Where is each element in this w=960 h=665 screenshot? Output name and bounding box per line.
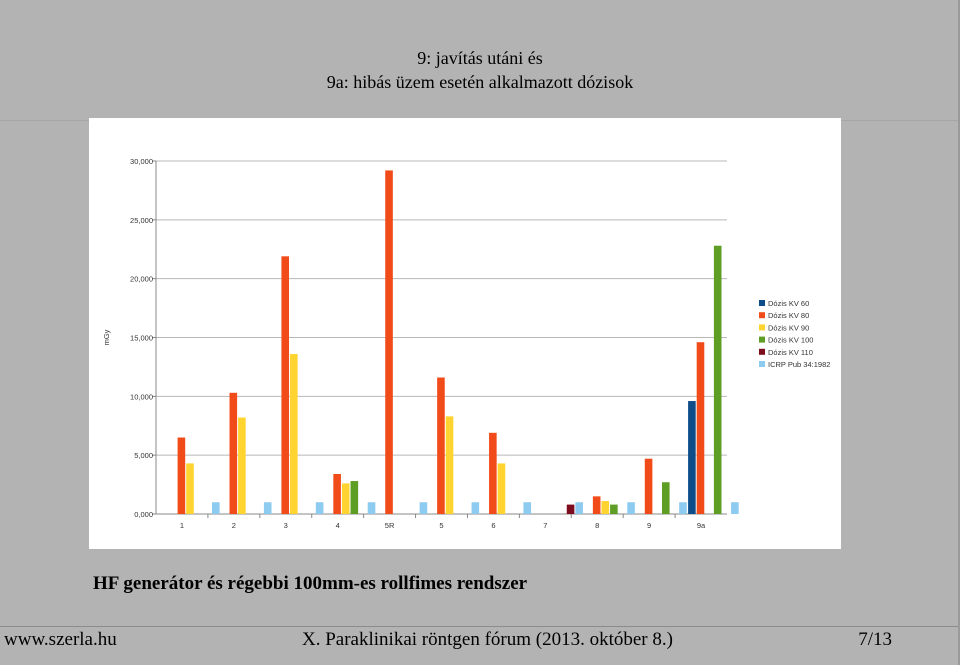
bar-d-zis-kv-80-9 (644, 458, 653, 514)
bar-d-zis-kv-90-2 (238, 417, 246, 514)
y-tick-label: 10,000 (130, 392, 153, 401)
footer-website: www.szerla.hu (4, 629, 117, 650)
bar-d-zis-kv-90-1 (186, 463, 194, 514)
bar-d-zis-kv-80-6 (489, 432, 497, 514)
bar-d-zis-kv-80-3 (281, 256, 290, 514)
x-tick-label: 8 (595, 521, 599, 530)
bar-icrp-pub-34-1982-8 (627, 502, 635, 514)
bar-d-zis-kv-100-8 (610, 504, 618, 514)
bar-icrp-pub-34-1982-9 (679, 502, 687, 514)
bar-icrp-pub-34-1982-5r (419, 502, 428, 514)
bar-icrp-pub-34-1982-2 (263, 502, 272, 514)
slide-header: 9: javítás utáni és 9a: hibás üzem eseté… (0, 0, 960, 121)
x-tick-label: 4 (336, 521, 340, 530)
bar-d-zis-kv-90-4 (341, 483, 350, 514)
bar-d-zis-kv-90-8 (601, 501, 610, 514)
bar-d-zis-kv-80-5 (437, 377, 445, 514)
bar-icrp-pub-34-1982-3 (315, 502, 324, 514)
x-tick-label: 2 (232, 521, 236, 530)
footer-event: X. Paraklinikai röntgen fórum (2013. okt… (302, 629, 673, 650)
slide-caption: HF generátor és régebbi 100mm-es rollfim… (93, 573, 528, 594)
bar-d-zis-kv-80-4 (333, 473, 341, 514)
y-tick-label: 20,000 (130, 275, 153, 284)
footer-divider (0, 626, 960, 627)
bar-d-zis-kv-80-2 (229, 392, 238, 514)
legend-label: Dózis KV 80 (768, 311, 809, 320)
x-tick-label: 1 (180, 521, 184, 530)
y-tick-label: 5,000 (134, 451, 153, 460)
x-tick-label: 3 (284, 521, 288, 530)
bar-d-zis-kv-100-9a (713, 245, 722, 514)
y-tick-label: 15,000 (130, 334, 153, 343)
bar-icrp-pub-34-1982-7 (575, 502, 583, 514)
slide-title-line2: 9a: hibás üzem esetén alkalmazott dóziso… (326, 72, 634, 92)
bar-chart: 0,000 5,000 10,000 15,000 20,000 25,000 30,000… (102, 157, 830, 530)
bar-icrp-pub-34-1982-1 (212, 502, 220, 514)
x-tick-label: 7 (543, 521, 547, 530)
legend-swatch (759, 324, 765, 331)
bar-d-zis-kv-110-7 (566, 504, 575, 514)
bar-d-zis-kv-80-5r (385, 170, 393, 514)
x-tick-label: 9 (647, 521, 651, 530)
x-tick-label: 5R (385, 521, 395, 530)
legend-swatch (759, 336, 765, 343)
legend-swatch (759, 361, 765, 367)
y-axis-label: mGy (102, 329, 111, 345)
bar-d-zis-kv-80-8 (592, 496, 601, 514)
legend-label: Dózis KV 100 (768, 336, 813, 345)
bar-d-zis-kv-60-9a (688, 401, 696, 514)
slide-title-line1: 9: javítás utáni és (417, 48, 543, 68)
y-tick-label: 0,000 (134, 510, 153, 519)
y-tick-label: 30,000 (130, 157, 153, 166)
y-tick-label: 25,000 (130, 216, 153, 225)
x-tick-label: 6 (491, 521, 495, 530)
x-tick-label: 5 (439, 521, 443, 530)
legend-swatch (759, 312, 765, 319)
slide-edge (958, 0, 960, 665)
bar-d-zis-kv-80-1 (177, 437, 186, 514)
bar-icrp-pub-34-1982-6 (523, 502, 532, 514)
legend-label: Dózis KV 90 (768, 323, 809, 332)
bar-icrp-pub-34-1982-4 (367, 502, 376, 514)
chart-panel: 0,000 5,000 10,000 15,000 20,000 25,000 30,000… (89, 118, 841, 549)
legend-label: Dózis KV 110 (768, 348, 813, 357)
bar-icrp-pub-34-1982-5 (471, 502, 480, 514)
bar-d-zis-kv-80-9a (696, 342, 705, 514)
bar-d-zis-kv-90-5 (445, 416, 454, 514)
legend-swatch (759, 348, 765, 355)
bar-d-zis-kv-90-3 (290, 353, 298, 514)
bar-d-zis-kv-90-6 (497, 463, 506, 514)
bar-d-zis-kv-100-4 (350, 481, 359, 514)
bar-d-zis-kv-100-9 (661, 482, 670, 514)
legend-label: ICRP Pub 34:1982 (768, 360, 830, 369)
bar-icrp-pub-34-1982-9a (731, 502, 739, 514)
legend-label: Dózis KV 60 (768, 299, 809, 308)
footer-page-number: 7/13 (858, 629, 892, 650)
legend-swatch (759, 300, 765, 306)
x-tick-label: 9a (697, 521, 706, 530)
